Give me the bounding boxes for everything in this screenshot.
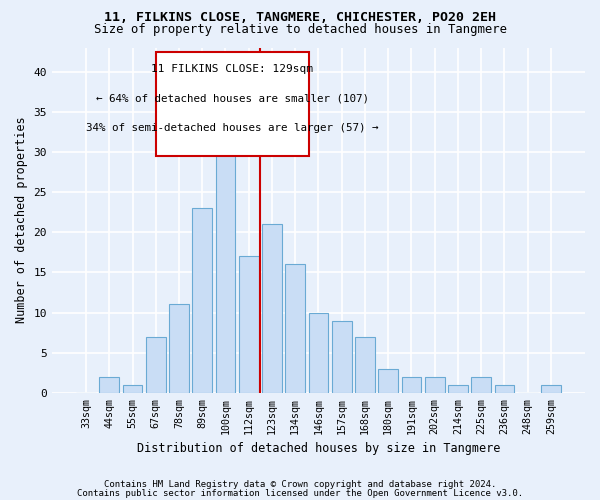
Bar xyxy=(286,264,305,393)
Bar xyxy=(332,320,352,393)
Text: ← 64% of detached houses are smaller (107): ← 64% of detached houses are smaller (10… xyxy=(96,94,369,104)
Bar xyxy=(308,312,328,393)
Bar xyxy=(100,376,119,393)
Text: 11, FILKINS CLOSE, TANGMERE, CHICHESTER, PO20 2EH: 11, FILKINS CLOSE, TANGMERE, CHICHESTER,… xyxy=(104,11,496,24)
Bar xyxy=(541,385,561,393)
X-axis label: Distribution of detached houses by size in Tangmere: Distribution of detached houses by size … xyxy=(137,442,500,455)
Y-axis label: Number of detached properties: Number of detached properties xyxy=(15,117,28,324)
Text: Contains HM Land Registry data © Crown copyright and database right 2024.: Contains HM Land Registry data © Crown c… xyxy=(104,480,496,489)
Text: 11 FILKINS CLOSE: 129sqm: 11 FILKINS CLOSE: 129sqm xyxy=(151,64,313,74)
Bar xyxy=(122,385,142,393)
Bar xyxy=(146,336,166,393)
Bar xyxy=(193,208,212,393)
Text: 34% of semi-detached houses are larger (57) →: 34% of semi-detached houses are larger (… xyxy=(86,123,379,133)
Bar xyxy=(471,376,491,393)
Bar xyxy=(262,224,282,393)
Bar xyxy=(448,385,468,393)
Bar xyxy=(156,52,309,156)
Bar xyxy=(169,304,189,393)
Text: Contains public sector information licensed under the Open Government Licence v3: Contains public sector information licen… xyxy=(77,488,523,498)
Bar xyxy=(494,385,514,393)
Text: Size of property relative to detached houses in Tangmere: Size of property relative to detached ho… xyxy=(94,22,506,36)
Bar xyxy=(239,256,259,393)
Bar xyxy=(401,376,421,393)
Bar xyxy=(425,376,445,393)
Bar xyxy=(379,368,398,393)
Bar xyxy=(215,128,235,393)
Bar xyxy=(355,336,375,393)
